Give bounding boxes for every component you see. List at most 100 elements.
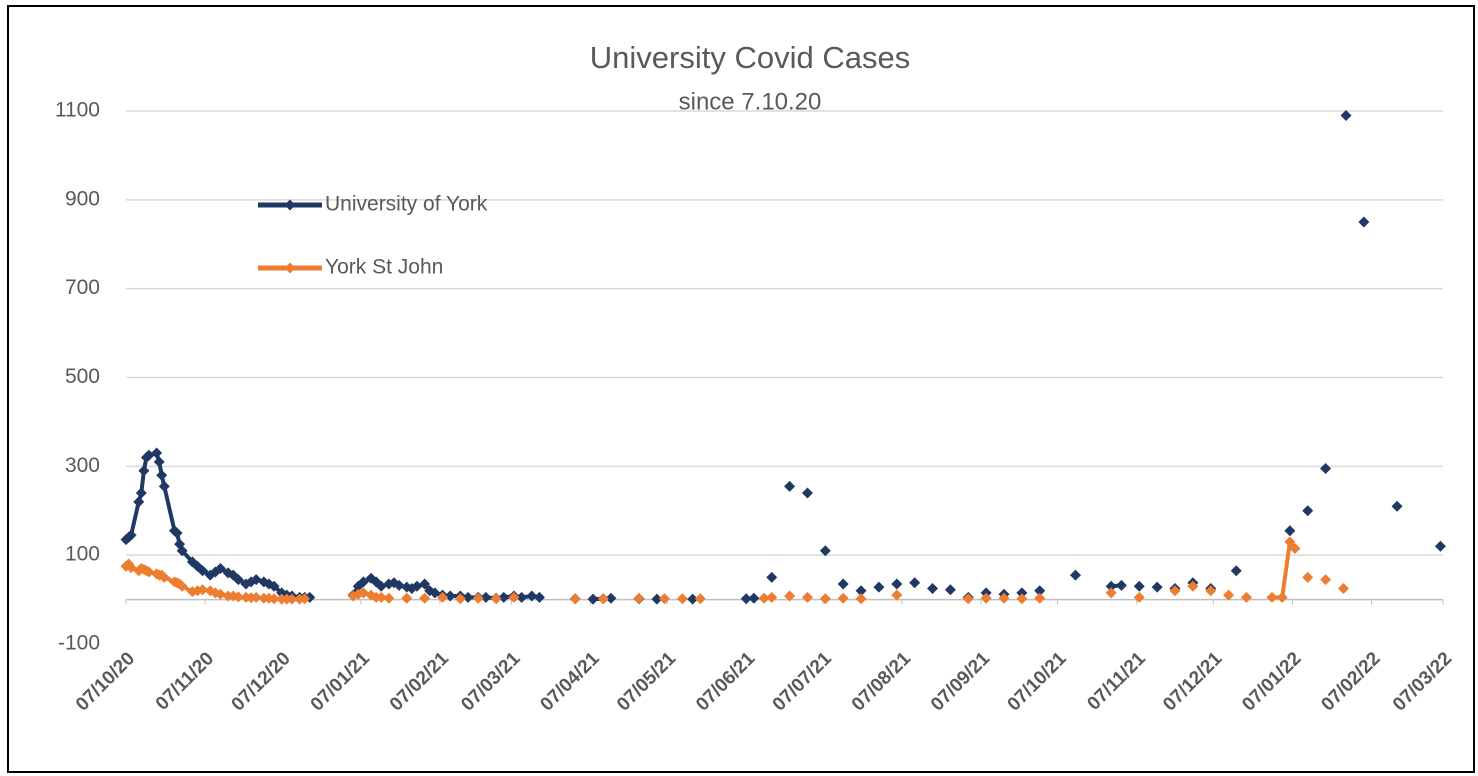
data-point [135, 487, 147, 499]
data-point [801, 487, 813, 499]
y-tick-label: 700 [65, 276, 100, 299]
legend-label: York St John [325, 256, 443, 279]
data-point [980, 592, 992, 604]
y-tick-label: 300 [65, 454, 100, 477]
data-point [819, 593, 831, 605]
legend: University of York York St John [258, 193, 488, 279]
data-point [419, 592, 431, 604]
data-point [1115, 579, 1127, 591]
data-point [472, 592, 484, 604]
data-point [171, 527, 183, 539]
data-point [1434, 540, 1446, 552]
data-point [133, 496, 145, 508]
data-point [401, 592, 413, 604]
data-point [176, 580, 188, 592]
data-point [1320, 463, 1332, 475]
data-point [569, 593, 581, 605]
data-point [1069, 569, 1081, 581]
data-point [1169, 585, 1181, 597]
data-point [245, 576, 257, 588]
data-point [156, 469, 168, 481]
data-point [490, 593, 502, 605]
data-point [393, 579, 405, 591]
data-point [1133, 580, 1145, 592]
y-tick-label: 100 [65, 543, 100, 566]
y-tick-label: 1100 [55, 99, 100, 122]
data-point [766, 571, 778, 583]
data-point [436, 591, 448, 603]
data-point [1391, 500, 1403, 512]
data-point [1266, 591, 1278, 603]
data-point [651, 593, 663, 605]
data-point [232, 591, 244, 603]
data-point [819, 545, 831, 557]
data-point [214, 562, 226, 574]
y-tick-label: -100 [58, 632, 100, 655]
y-tick-label: 900 [65, 187, 100, 210]
data-point [1240, 591, 1252, 603]
data-point [125, 529, 137, 541]
data-point [1284, 525, 1296, 537]
data-point [1133, 591, 1145, 603]
data-point [766, 591, 778, 603]
data-point [151, 447, 163, 459]
data-point [1187, 580, 1199, 592]
data-point [508, 591, 520, 603]
data-point [784, 590, 796, 602]
data-point [444, 590, 456, 602]
data-point [748, 592, 760, 604]
data-point [676, 593, 688, 605]
data-point [516, 591, 528, 603]
data-point [419, 578, 431, 590]
data-point [153, 456, 165, 468]
plot-area [120, 109, 1446, 605]
data-point [245, 592, 257, 604]
y-tick-label: 500 [65, 365, 100, 388]
data-point [158, 571, 170, 583]
data-point [1105, 580, 1117, 592]
data-point [158, 480, 170, 492]
data-point [299, 593, 311, 605]
data-point [1151, 581, 1163, 593]
data-point [587, 593, 599, 605]
data-point [176, 545, 188, 557]
data-point [1276, 591, 1288, 603]
data-point [214, 588, 226, 600]
data-point [1034, 585, 1046, 597]
data-point [375, 591, 387, 603]
data-point [855, 585, 867, 597]
data-point [605, 592, 617, 604]
data-point [837, 592, 849, 604]
data-point [143, 566, 155, 578]
data-point [1230, 565, 1242, 577]
data-point [944, 584, 956, 596]
data-point [801, 591, 813, 603]
chart-title: University Covid Cases [590, 40, 910, 75]
data-point [659, 593, 671, 605]
data-point [533, 591, 545, 603]
data-point [1337, 582, 1349, 594]
data-point [855, 593, 867, 605]
data-point [1302, 505, 1314, 517]
data-point [909, 577, 921, 589]
data-point [758, 592, 770, 604]
legend-marker [284, 262, 296, 274]
data-point [784, 480, 796, 492]
data-point [694, 593, 706, 605]
data-point [891, 578, 903, 590]
legend-marker [284, 199, 296, 211]
data-point [1289, 543, 1301, 555]
data-point [268, 593, 280, 605]
data-point [250, 591, 262, 603]
data-point [837, 578, 849, 590]
data-point [687, 593, 699, 605]
data-point [633, 592, 645, 604]
legend-label: University of York [325, 193, 488, 216]
data-point [1284, 536, 1296, 548]
data-point [454, 593, 466, 605]
data-point [1205, 585, 1217, 597]
data-point [197, 584, 209, 596]
data-point [357, 576, 369, 588]
data-point [1358, 216, 1370, 228]
